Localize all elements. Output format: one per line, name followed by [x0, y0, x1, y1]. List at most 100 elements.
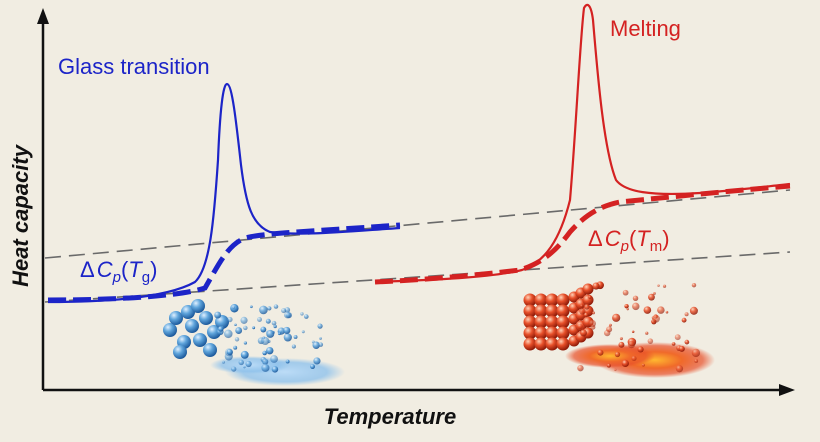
glass-transition-peak-curve	[47, 82, 401, 304]
particle	[235, 327, 243, 334]
particle	[199, 311, 213, 325]
x-axis-arrow-icon	[779, 384, 795, 396]
particle	[261, 363, 270, 372]
particle	[262, 358, 269, 365]
particle	[207, 325, 221, 339]
particle	[238, 359, 244, 366]
particle	[675, 365, 684, 373]
particle	[624, 304, 629, 309]
delta-cp-tm-label: ΔCp(Tm)	[588, 226, 670, 255]
particle	[691, 282, 697, 288]
particle	[217, 326, 224, 332]
particle	[657, 306, 665, 314]
particle	[579, 308, 586, 315]
particle	[626, 307, 629, 311]
particle	[577, 323, 583, 330]
particle	[645, 331, 649, 335]
particle	[614, 351, 621, 358]
particle	[281, 308, 287, 314]
particle	[300, 312, 304, 316]
particle	[545, 326, 559, 340]
particle	[619, 337, 623, 341]
particle	[261, 336, 270, 346]
particle	[534, 293, 548, 307]
particle	[169, 311, 183, 325]
particle	[662, 284, 667, 288]
crystal-particles-illustration	[523, 281, 715, 378]
glass-transition-title: Glass transition	[58, 54, 210, 79]
particle	[226, 348, 233, 356]
particle	[232, 305, 236, 309]
particle	[545, 315, 559, 329]
particle	[556, 337, 570, 351]
particle	[597, 349, 604, 356]
particle	[240, 316, 248, 324]
particle	[222, 360, 225, 364]
particle	[684, 312, 689, 317]
x-axis-label: Temperature	[324, 404, 456, 429]
particle	[665, 310, 669, 314]
particle	[243, 325, 248, 331]
particle	[312, 341, 320, 349]
particle	[678, 345, 685, 352]
y-axis-arrow-icon	[37, 8, 49, 24]
particle	[584, 304, 590, 310]
particle	[277, 332, 281, 336]
particle	[621, 359, 629, 368]
particle	[273, 304, 279, 309]
particle	[319, 337, 322, 340]
glass-particles-illustration	[163, 299, 345, 386]
particle	[243, 341, 248, 345]
particle	[580, 304, 584, 308]
particle	[591, 311, 596, 315]
particle	[648, 293, 655, 301]
particle	[608, 323, 612, 327]
particle	[523, 293, 537, 307]
liquid-baseline-guide	[44, 189, 791, 259]
particle	[588, 319, 597, 328]
particle	[318, 342, 324, 347]
particle	[582, 294, 594, 306]
particle	[284, 311, 291, 319]
particle	[671, 342, 676, 346]
particle	[185, 319, 199, 333]
particle	[266, 346, 274, 355]
particle	[583, 312, 589, 318]
particle	[283, 326, 291, 335]
particle	[545, 337, 559, 351]
particle	[266, 329, 275, 338]
particle	[214, 311, 222, 319]
particle	[203, 343, 217, 357]
particle	[674, 334, 681, 341]
particle	[173, 345, 187, 359]
particle	[637, 346, 644, 353]
particle	[647, 338, 654, 344]
particle	[618, 341, 625, 348]
particle	[632, 295, 639, 302]
particle	[313, 357, 321, 365]
particle	[631, 355, 637, 362]
particle	[317, 323, 323, 329]
particle	[310, 364, 315, 370]
particle	[259, 305, 268, 315]
particle	[627, 340, 636, 349]
particle	[534, 337, 548, 351]
particle	[265, 318, 271, 324]
particle	[689, 306, 698, 315]
particle	[580, 329, 587, 337]
particle	[245, 360, 252, 368]
particle	[252, 326, 256, 330]
y-axis-label: Heat capacity	[8, 143, 33, 287]
particle	[193, 333, 207, 347]
particle	[556, 304, 570, 318]
particle	[291, 344, 296, 349]
particle	[271, 320, 277, 326]
particle	[657, 284, 660, 287]
particle	[249, 305, 253, 309]
particle	[545, 293, 559, 307]
particle	[652, 314, 660, 323]
melting-title: Melting	[610, 16, 681, 41]
particle	[231, 366, 237, 372]
particle	[260, 326, 267, 333]
